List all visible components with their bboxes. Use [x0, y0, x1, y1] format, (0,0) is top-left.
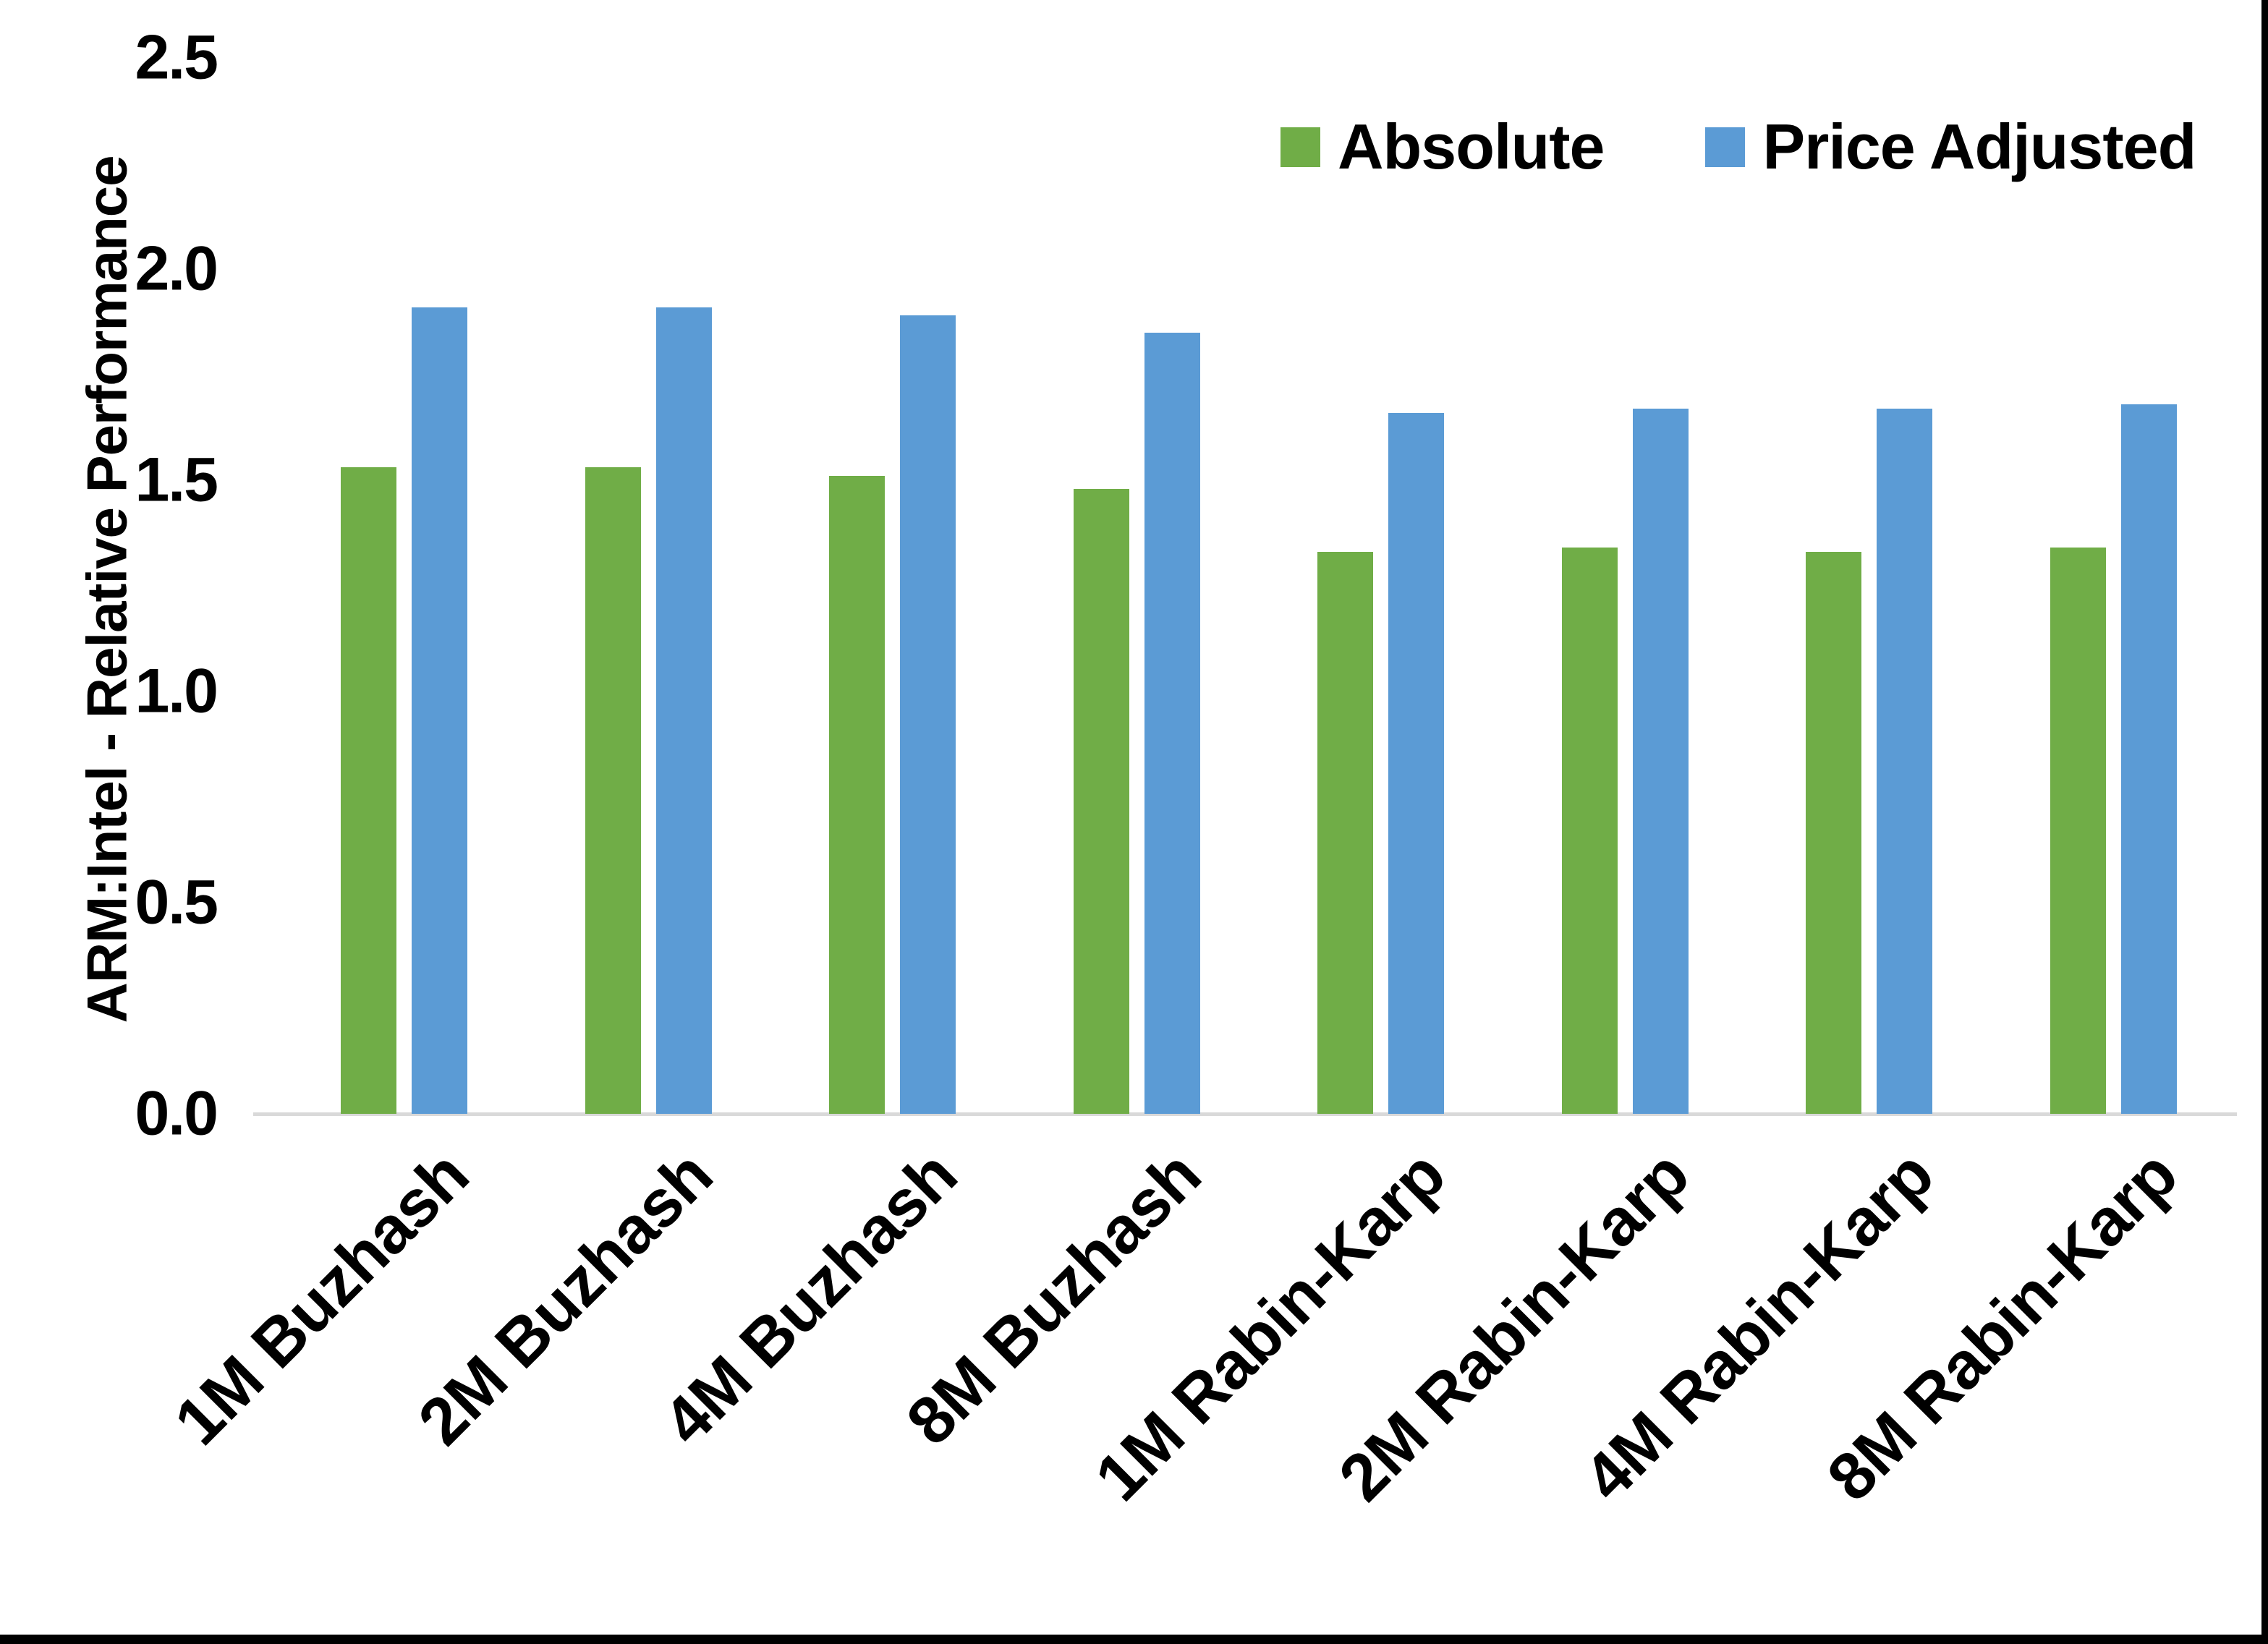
bar-price-adjusted-4m-buzhash	[900, 315, 956, 1114]
bar-absolute-8m-buzhash	[1073, 488, 1129, 1114]
y-tick-label: 2.0	[135, 234, 218, 304]
bar-price-adjusted-8m-rabin-karp	[2120, 404, 2177, 1114]
y-tick-label: 0.0	[135, 1078, 218, 1149]
bar-price-adjusted-1m-buzhash	[412, 307, 468, 1114]
y-axis-tick-labels: 0.0 0.5 1.0 1.5 2.0 2.5	[0, 0, 218, 1644]
legend-item-price-adjusted: Price Adjusted	[1705, 110, 2196, 184]
bar-price-adjusted-1m-rabin-karp	[1388, 412, 1445, 1114]
legend: Absolute Price Adjusted	[1280, 110, 2196, 184]
bar-absolute-4m-buzhash	[829, 476, 885, 1114]
bar-absolute-2m-buzhash	[585, 467, 641, 1114]
legend-label-absolute: Absolute	[1338, 111, 1605, 182]
frame-edge-bottom	[0, 1635, 2268, 1644]
bar-absolute-1m-rabin-karp	[1317, 552, 1374, 1114]
bar-price-adjusted-2m-buzhash	[655, 307, 712, 1114]
y-tick-label: 2.5	[135, 22, 218, 93]
legend-swatch-price-adjusted-icon	[1705, 127, 1746, 167]
bar-absolute-4m-rabin-karp	[1806, 552, 1862, 1114]
x-axis-baseline	[253, 1112, 2237, 1116]
bar-absolute-2m-rabin-karp	[1561, 548, 1618, 1114]
bar-price-adjusted-8m-buzhash	[1144, 332, 1200, 1114]
bar-absolute-8m-rabin-karp	[2050, 548, 2106, 1114]
legend-swatch-absolute-icon	[1280, 127, 1320, 167]
y-tick-label: 0.5	[135, 867, 218, 937]
y-tick-label: 1.5	[135, 445, 218, 515]
y-tick-label: 1.0	[135, 656, 218, 726]
legend-label-price-adjusted: Price Adjusted	[1762, 111, 2196, 182]
frame-edge-right	[2261, 0, 2268, 1644]
bar-price-adjusted-4m-rabin-karp	[1877, 408, 1933, 1114]
bar-absolute-1m-buzhash	[341, 467, 397, 1114]
legend-item-absolute: Absolute	[1280, 110, 1605, 184]
bar-price-adjusted-2m-rabin-karp	[1632, 408, 1689, 1114]
